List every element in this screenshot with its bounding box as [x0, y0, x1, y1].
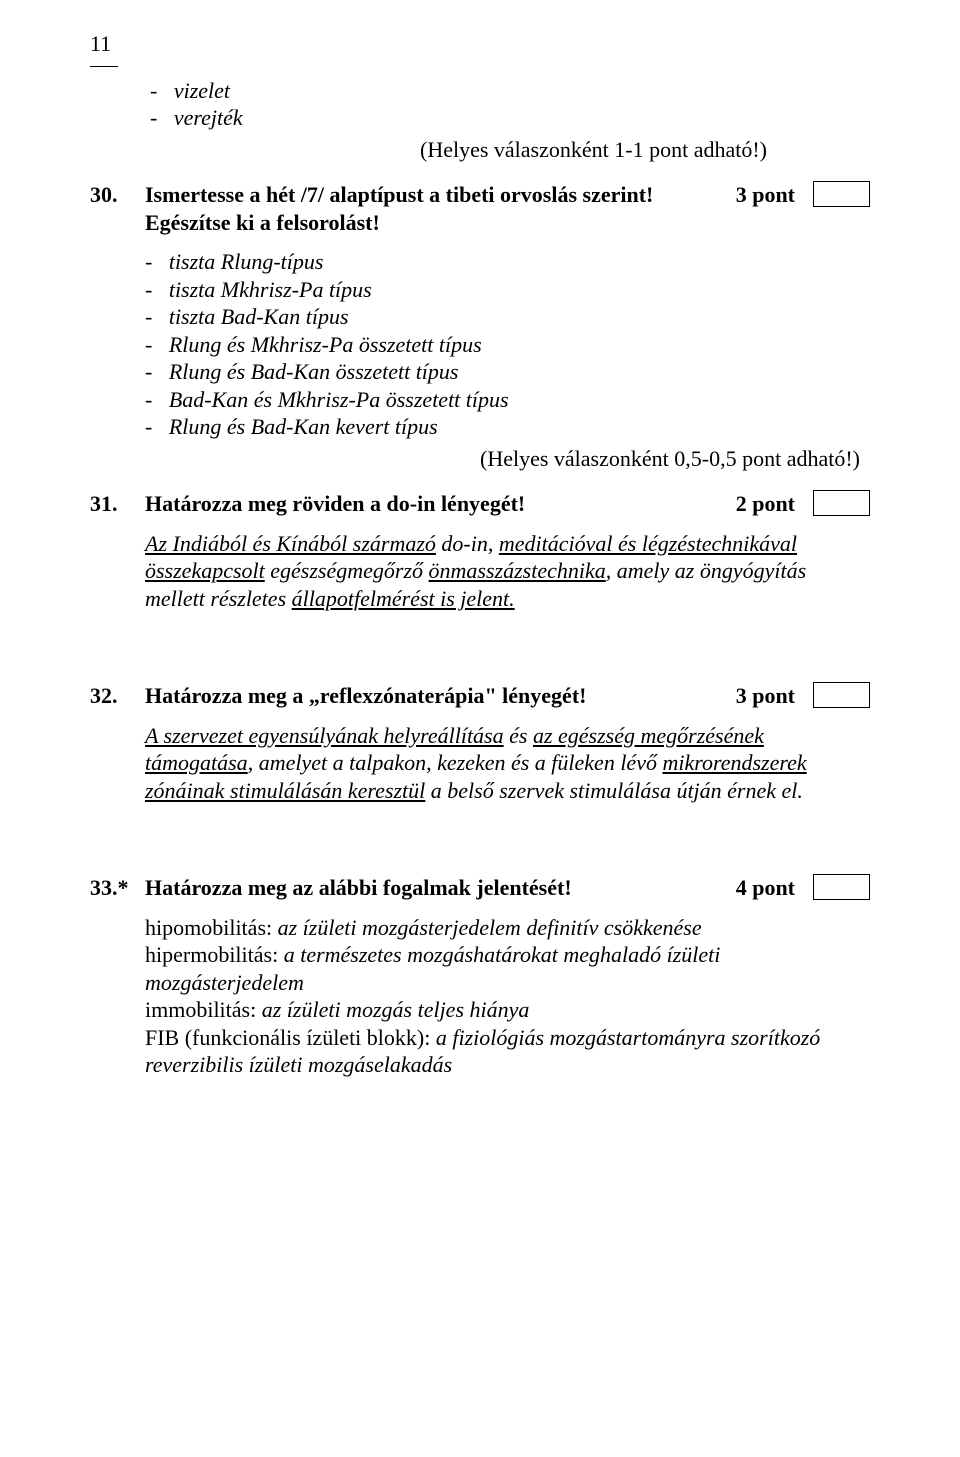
answer-list-30: tiszta Rlung-típus tiszta Mkhrisz-Pa típ… [145, 248, 870, 441]
def-term: FIB (funkcionális ízületi blokk): [145, 1025, 436, 1050]
question-title-line: Egészítse ki a felsorolást! [145, 210, 380, 235]
question-points: 3 pont [736, 682, 795, 710]
list-item: vizelet [150, 77, 870, 105]
question-title: Határozza meg az alábbi fogalmak jelenté… [145, 874, 736, 902]
question-points: 2 pont [736, 490, 795, 518]
definition-row: FIB (funkcionális ízületi blokk): a fizi… [145, 1024, 870, 1079]
list-item: Rlung és Bad-Kan összetett típus [145, 358, 870, 386]
question-title: Ismertesse a hét /7/ alaptípust a tibeti… [145, 181, 736, 236]
answer-span: Az Indiából és Kínából származó [145, 531, 436, 556]
answer-span: a belső szervek stimulálása útján érnek … [425, 778, 803, 803]
scoring-note: (Helyes válaszonként 0,5-0,5 pont adható… [90, 445, 870, 473]
answer-span: önmasszázstechnika [429, 558, 606, 583]
question-number: 33.* [90, 874, 145, 902]
answer-span: állapotfelmérést is jelent. [292, 586, 515, 611]
question-points: 4 pont [736, 874, 795, 902]
question-title-line: Ismertesse a hét /7/ alaptípust a tibeti… [145, 182, 653, 207]
page: 11 vizelet verejték (Helyes válaszonként… [0, 0, 960, 1457]
def-text: az ízületi mozgás teljes hiánya [262, 997, 530, 1022]
answer-span: egészségmegőrző [265, 558, 429, 583]
question-33: 33.* Határozza meg az alábbi fogalmak je… [90, 874, 870, 902]
answer-span: , amelyet a talpakon, kezeken és a fülek… [248, 750, 663, 775]
answer-defs-33: hipomobilitás: az ízületi mozgásterjedel… [145, 914, 870, 1079]
definition-row: hipermobilitás: a természetes mozgáshatá… [145, 941, 870, 996]
list-item: Bad-Kan és Mkhrisz-Pa összetett típus [145, 386, 870, 414]
score-box[interactable] [813, 682, 870, 708]
score-box[interactable] [813, 874, 870, 900]
list-item: Rlung és Mkhrisz-Pa összetett típus [145, 331, 870, 359]
question-number: 30. [90, 181, 145, 209]
answer-span: do-in, [436, 531, 499, 556]
question-title: Határozza meg röviden a do-in lényegét! [145, 490, 736, 518]
underbar-rule [90, 62, 118, 67]
def-text: az ízületi mozgásterjedelem definitív cs… [278, 915, 702, 940]
question-number: 32. [90, 682, 145, 710]
definition-row: hipomobilitás: az ízületi mozgásterjedel… [145, 914, 870, 942]
list-item: tiszta Bad-Kan típus [145, 303, 870, 331]
answer-span: A szervezet egyensúlyának helyreállítása [145, 723, 504, 748]
answer-text-31: Az Indiából és Kínából származó do-in, m… [145, 530, 870, 613]
page-number: 11 [90, 30, 870, 58]
definition-row: immobilitás: az ízületi mozgás teljes hi… [145, 996, 870, 1024]
question-32: 32. Határozza meg a „reflexzónaterápia" … [90, 682, 870, 710]
question-number: 31. [90, 490, 145, 518]
def-term: hipermobilitás: [145, 942, 284, 967]
question-31: 31. Határozza meg röviden a do-in lényeg… [90, 490, 870, 518]
list-item: tiszta Mkhrisz-Pa típus [145, 276, 870, 304]
answer-text-32: A szervezet egyensúlyának helyreállítása… [145, 722, 870, 805]
list-item: verejték [150, 104, 870, 132]
score-box[interactable] [813, 490, 870, 516]
question-title: Határozza meg a „reflexzónaterápia" lény… [145, 682, 736, 710]
list-item: tiszta Rlung-típus [145, 248, 870, 276]
pre-list: vizelet verejték [150, 77, 870, 132]
def-term: immobilitás: [145, 997, 262, 1022]
question-30: 30. Ismertesse a hét /7/ alaptípust a ti… [90, 181, 870, 236]
list-item: Rlung és Bad-Kan kevert típus [145, 413, 870, 441]
score-box[interactable] [813, 181, 870, 207]
def-term: hipomobilitás: [145, 915, 278, 940]
scoring-note: (Helyes válaszonként 1-1 pont adható!) [90, 136, 870, 164]
question-points: 3 pont [736, 181, 795, 209]
answer-span: és [504, 723, 533, 748]
